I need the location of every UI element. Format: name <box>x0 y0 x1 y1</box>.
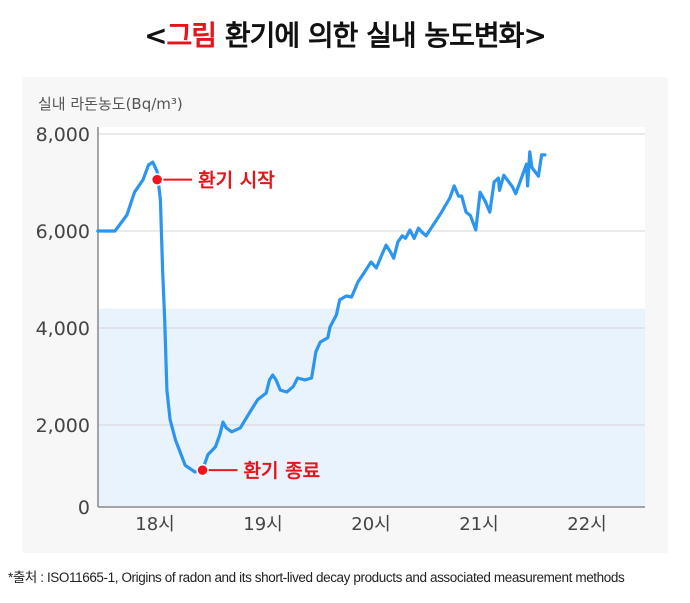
x-tick-label: 18시 <box>135 514 174 535</box>
y-tick-label: 0 <box>78 497 90 519</box>
title-highlight: 그림 <box>166 19 218 52</box>
annotation-marker <box>150 173 164 186</box>
chart-title: <그림 환기에 의한 실내 농도변화> <box>0 14 690 54</box>
title-close: > <box>523 19 546 52</box>
y-tick-label: 2,000 <box>36 415 90 437</box>
x-tick-label: 21시 <box>459 514 498 535</box>
series-line <box>96 150 547 474</box>
annotation-marker <box>196 463 209 477</box>
annotation-label: 환기 시작 <box>198 170 275 192</box>
y-tick-label: 8,000 <box>36 124 90 146</box>
shaded-band <box>98 308 645 507</box>
title-main: 환기에 의한 실내 농도변화 <box>216 19 525 52</box>
title-open: < <box>144 19 167 52</box>
y-tick-label: 6,000 <box>36 221 90 243</box>
source-note: *출처 : ISO11665-1, Origins of radon and i… <box>8 570 625 585</box>
x-tick-label: 22시 <box>567 514 606 535</box>
y-axis-title: 실내 라돈농도(Bq/m³) <box>38 95 183 113</box>
x-tick-label: 20시 <box>351 514 390 535</box>
annotation-label: 환기 종료 <box>244 460 321 482</box>
x-tick-label: 19시 <box>243 514 282 535</box>
y-tick-label: 4,000 <box>36 318 90 340</box>
